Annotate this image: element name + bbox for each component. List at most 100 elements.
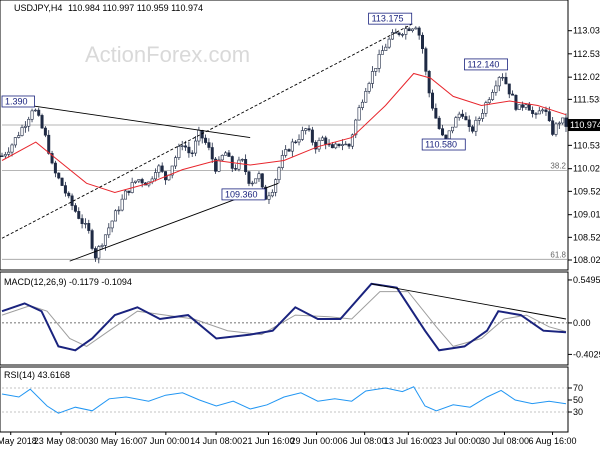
candle-body <box>227 152 231 157</box>
candle-body <box>551 120 555 135</box>
candle-body <box>174 157 178 167</box>
candle-body <box>330 144 334 149</box>
candle-body <box>511 93 515 96</box>
candle-body <box>537 110 541 115</box>
candle-body <box>444 134 448 139</box>
candle-body <box>307 128 311 131</box>
candle-body <box>87 223 91 231</box>
price-annotation-box <box>464 58 508 71</box>
candle-body <box>190 152 194 154</box>
price-annotation-box <box>1 95 35 108</box>
current-price-label: 110.974 <box>570 120 600 130</box>
candle-body <box>471 126 475 132</box>
candle-body <box>447 130 451 139</box>
rsi-y-tick-label: 70 <box>573 383 583 393</box>
candle-body <box>237 159 241 170</box>
candle-body <box>110 220 114 229</box>
x-tick-label: 6 Jul 08:00 <box>343 436 387 446</box>
candle-body <box>517 104 521 110</box>
macd-signal-line <box>1 291 567 347</box>
candle-body <box>297 139 301 143</box>
candle-body <box>270 192 274 197</box>
candle-body <box>424 48 428 72</box>
candle-body <box>214 158 218 172</box>
candle-body <box>547 111 551 122</box>
price-y-tick-label: 109.015 <box>573 210 600 220</box>
price-y-tick-label: 112.530 <box>573 49 600 59</box>
candle-body <box>53 162 57 174</box>
candle-body <box>521 104 525 108</box>
macd-y-tick-label: 0.5495 <box>573 275 600 285</box>
candle-body <box>140 179 144 184</box>
candle-body <box>73 205 77 212</box>
candle-body <box>390 32 394 40</box>
candle-body <box>504 76 508 85</box>
price-y-tick-label: 108.025 <box>573 255 600 265</box>
price-layer: 113.035 112.530 112.020 111.535 110.530 110.0… <box>0 12 600 265</box>
current-price-marker <box>568 119 600 132</box>
candle-body <box>477 118 481 121</box>
candle-body <box>194 140 198 154</box>
price-y-tick-label: 113.035 <box>573 26 600 36</box>
price-annotation-label: 1.390 <box>5 96 28 106</box>
candle-body <box>207 142 211 148</box>
candle-body <box>113 210 117 222</box>
candle-body <box>93 248 97 259</box>
candle-body <box>494 85 498 93</box>
candle-body <box>354 119 358 136</box>
candle-body <box>224 152 228 156</box>
candle-body <box>63 185 67 194</box>
candle-body <box>300 130 304 140</box>
candle-body <box>180 145 184 147</box>
candle-body <box>377 53 381 69</box>
candle-body <box>287 149 291 152</box>
candle-body <box>10 144 14 153</box>
candle-body <box>260 173 264 188</box>
candle-body <box>284 149 288 156</box>
candle-body <box>531 110 535 114</box>
macd-y-tick-label: -0.4029 <box>573 349 600 359</box>
candle-body <box>117 209 121 212</box>
candle-body <box>0 155 4 157</box>
rsi-y-tick-label: 50 <box>573 395 583 405</box>
fib-61-level-label: 61.8 <box>550 250 566 259</box>
candle-body <box>247 171 251 184</box>
price-y-tick-label: 109.525 <box>573 186 600 196</box>
candle-body <box>280 155 284 168</box>
candle-body <box>491 92 495 100</box>
candle-body <box>431 92 435 109</box>
candle-body <box>544 109 548 112</box>
candle-body <box>527 104 531 111</box>
rsi-layer: 70 50 30 <box>1 383 583 417</box>
x-tick-label: 23 May 08:00 <box>34 436 89 446</box>
candle-body <box>524 104 528 108</box>
rsi-header: RSI(14) 43.6168 <box>4 370 70 380</box>
candle-body <box>464 116 468 121</box>
candle-body <box>77 211 81 219</box>
candle-body <box>3 154 7 157</box>
x-tick-label: 14 Jun 08:00 <box>190 436 242 446</box>
candle-body <box>437 117 441 129</box>
x-tick-label: 13 Jul 16:00 <box>384 436 433 446</box>
candle-body <box>484 102 488 114</box>
candle-body <box>257 173 261 180</box>
candle-body <box>497 77 501 87</box>
candle-body <box>154 172 158 180</box>
candle-body <box>57 172 61 179</box>
candle-body <box>451 126 455 132</box>
candle-body <box>541 109 545 112</box>
candle-body <box>337 143 341 146</box>
candle-body <box>334 143 338 149</box>
candle-body <box>27 118 31 127</box>
candle-body <box>33 109 37 112</box>
macd-line <box>1 282 567 352</box>
candle-body <box>561 117 565 124</box>
candle-body <box>107 227 111 236</box>
rsi-line <box>1 386 567 414</box>
candle-body <box>250 182 254 185</box>
candle-body <box>137 179 141 182</box>
candle-body <box>177 146 181 158</box>
x-tick-label: 30 Jul 08:00 <box>480 436 529 446</box>
candle-body <box>304 128 308 131</box>
candle-body <box>467 119 471 128</box>
